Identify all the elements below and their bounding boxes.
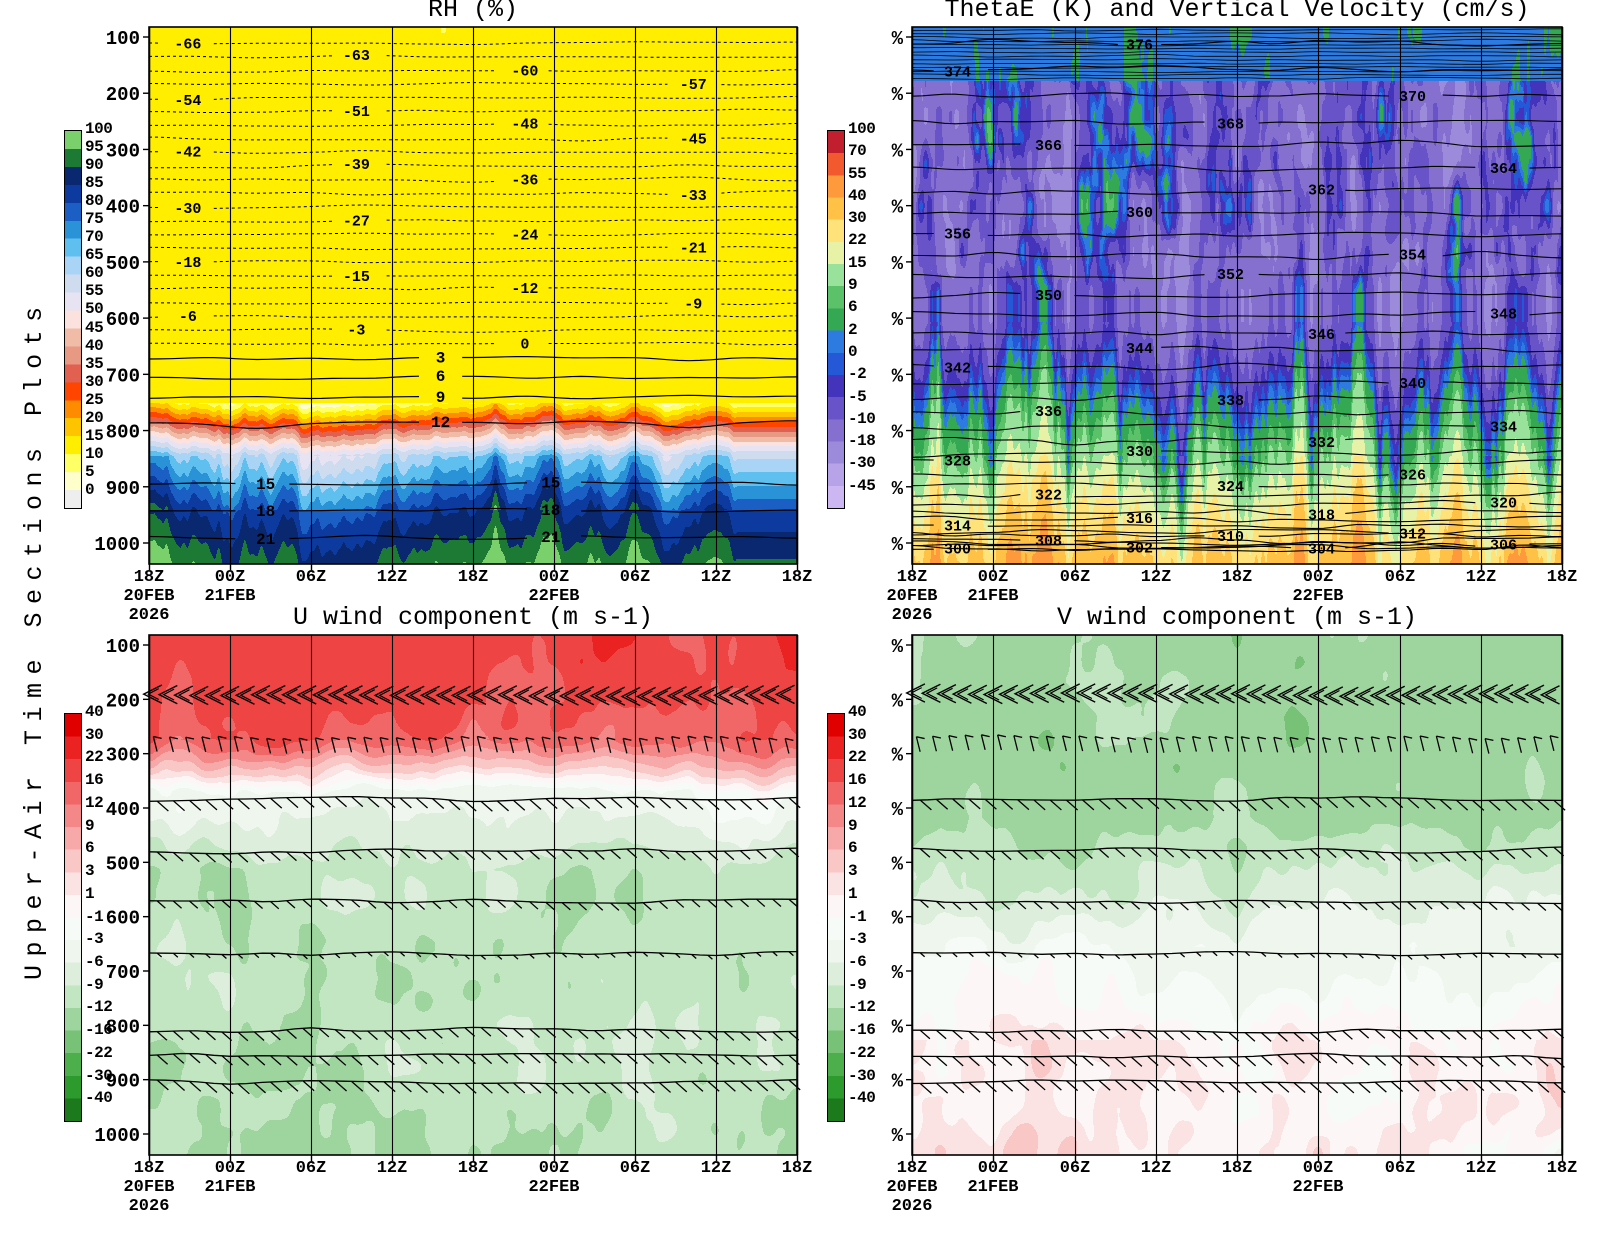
- svg-text:%: %: [892, 745, 904, 767]
- svg-text:%: %: [892, 84, 904, 106]
- svg-text:200: 200: [106, 84, 140, 106]
- svg-text:1000: 1000: [94, 1125, 140, 1147]
- svg-text:%: %: [892, 309, 904, 331]
- svg-text:%: %: [892, 534, 904, 556]
- svg-text:%: %: [892, 1071, 904, 1093]
- svg-text:%: %: [892, 365, 904, 387]
- svg-text:%: %: [892, 422, 904, 444]
- svg-text:%: %: [892, 799, 904, 821]
- svg-text:%: %: [892, 908, 904, 930]
- svg-text:%: %: [892, 1125, 904, 1147]
- svg-text:%: %: [892, 1016, 904, 1038]
- svg-text:%: %: [892, 853, 904, 875]
- svg-text:100: 100: [106, 28, 140, 50]
- svg-text:%: %: [892, 140, 904, 162]
- svg-text:%: %: [892, 28, 904, 50]
- svg-text:%: %: [892, 253, 904, 275]
- svg-text:%: %: [892, 197, 904, 219]
- svg-text:1000: 1000: [94, 534, 140, 556]
- svg-text:100: 100: [106, 636, 140, 658]
- svg-text:%: %: [892, 962, 904, 984]
- svg-text:%: %: [892, 690, 904, 712]
- svg-text:%: %: [892, 478, 904, 500]
- svg-text:%: %: [892, 636, 904, 658]
